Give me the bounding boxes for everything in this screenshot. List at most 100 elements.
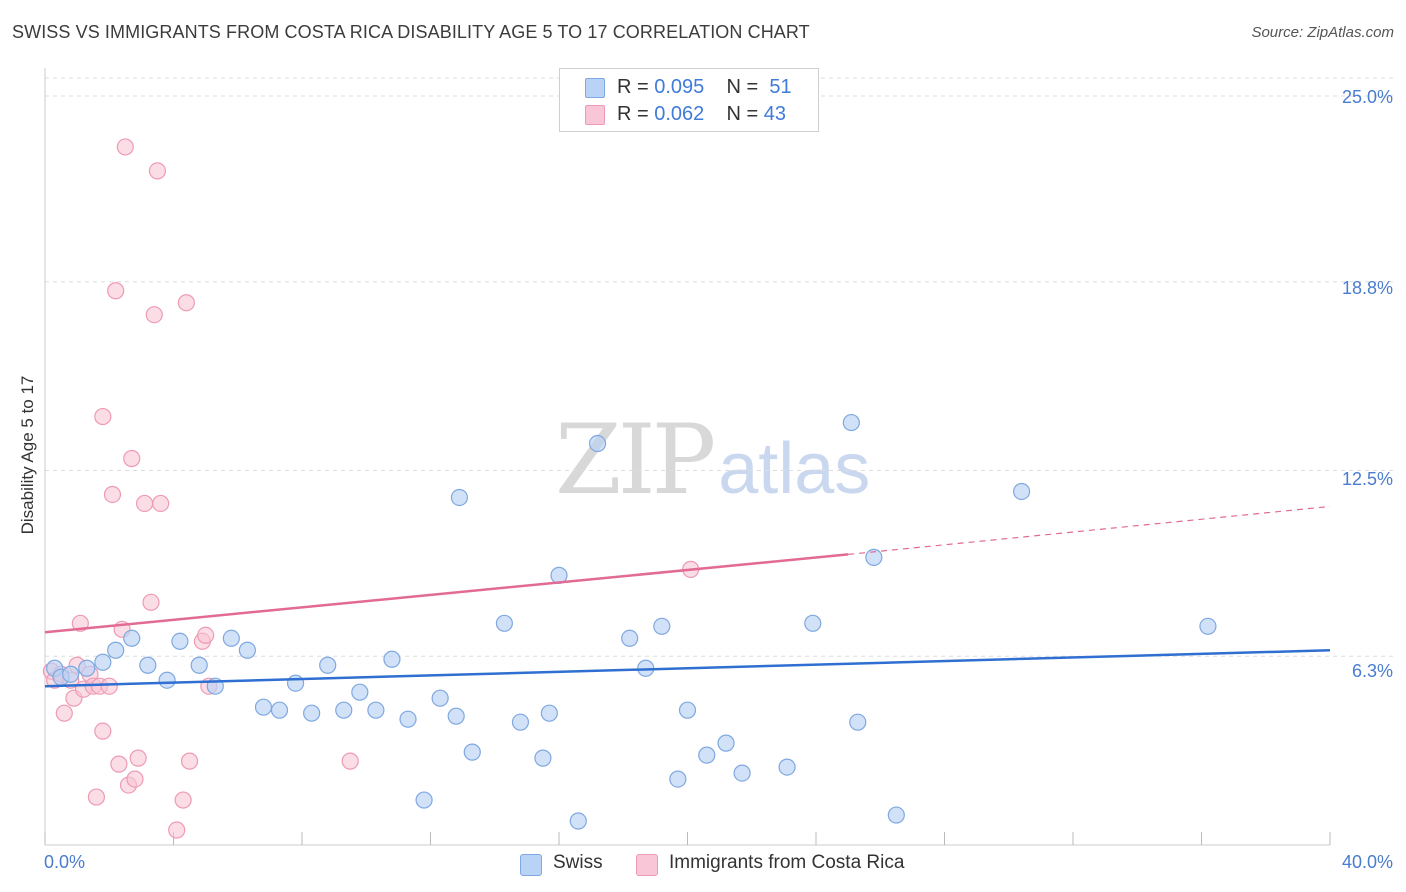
swiss-point: [865, 548, 883, 566]
costa-rica-point: [142, 593, 160, 611]
costa-rica-point: [148, 162, 167, 180]
costa-rica-point: [168, 821, 186, 839]
swiss-point: [62, 665, 80, 683]
costa-rica-point: [177, 294, 195, 312]
y-tick-label: 25.0%: [1341, 87, 1393, 107]
n-label: N =: [726, 76, 759, 98]
swiss-point: [698, 746, 716, 764]
swiss-point: [569, 812, 587, 830]
costa-rica-swatch: [636, 854, 658, 876]
costa-rica-point: [116, 138, 134, 156]
costa-rica-point: [107, 282, 125, 300]
costa-rica-point: [145, 306, 163, 324]
watermark-zip: ZIP: [555, 404, 716, 516]
swiss-point: [286, 674, 305, 692]
swiss-point: [678, 701, 697, 719]
costa-rica-point: [94, 722, 112, 740]
swiss-point: [238, 641, 256, 659]
swiss-point: [190, 656, 208, 674]
swiss-swatch: [520, 854, 542, 876]
swiss-point: [270, 701, 289, 719]
costa-rica-swatch: [585, 105, 605, 125]
zipatlas-watermark: ZIPatlas: [555, 404, 870, 516]
n-value: 43: [763, 103, 787, 125]
swiss-point: [78, 659, 96, 677]
swiss-point: [94, 653, 112, 671]
swiss-point: [717, 734, 735, 752]
legend-label: Swiss: [553, 852, 603, 873]
swiss-point: [351, 683, 369, 701]
x-tick-label: 40.0%: [1341, 852, 1393, 872]
swiss-point: [621, 629, 639, 647]
swiss-point: [463, 743, 481, 761]
costa-rica-point: [94, 407, 112, 426]
swiss-point: [511, 713, 530, 731]
costa-rica-point: [174, 791, 192, 809]
legend-label: Immigrants from Costa Rica: [669, 852, 905, 873]
swiss-trend-line: [44, 649, 1331, 688]
r-value: 0.062: [654, 103, 705, 125]
n-label: N =: [726, 103, 759, 125]
swiss-point: [540, 704, 558, 722]
costa-rica-trend-line: [44, 553, 849, 634]
swiss-point: [254, 698, 273, 716]
swiss-point: [588, 434, 607, 453]
source-label: Source: ZipAtlas.com: [1251, 24, 1394, 41]
costa-rica-point: [341, 752, 359, 770]
costa-rica-point: [55, 704, 73, 722]
costa-rica-point: [123, 449, 141, 468]
swiss-point: [534, 749, 552, 767]
costa-rica-point: [126, 770, 144, 788]
y-tick-label: 18.8%: [1341, 278, 1393, 298]
swiss-point: [107, 641, 125, 659]
r-label: R =: [617, 76, 649, 98]
y-tick-label: 6.3%: [1351, 661, 1393, 681]
swiss-point: [367, 701, 385, 719]
swiss-point: [733, 764, 751, 782]
costa-rica-point: [129, 749, 147, 767]
swiss-point: [653, 617, 671, 635]
costa-rica-point: [100, 677, 118, 695]
swiss-point: [495, 614, 513, 632]
swiss-swatch: [585, 78, 605, 98]
r-value: 0.095: [654, 76, 705, 98]
swiss-point: [1199, 617, 1217, 635]
watermark-atlas: atlas: [718, 429, 871, 509]
swiss-point: [849, 713, 867, 731]
series-legend: Swiss Immigrants from Costa Rica: [0, 852, 1406, 878]
swiss-point: [1012, 482, 1031, 501]
r-label: R =: [617, 103, 649, 125]
swiss-point: [431, 689, 449, 707]
costa-rica-point: [87, 788, 106, 806]
swiss-point: [319, 656, 337, 674]
costa-rica-point: [180, 752, 199, 770]
costa-rica-point: [110, 755, 128, 773]
n-value: 51: [769, 76, 792, 98]
swiss-point: [123, 629, 141, 647]
correlation-legend: R = 0.095 N = 51 R = 0.062 N = 43: [559, 68, 819, 132]
chart-title: SWISS VS IMMIGRANTS FROM COSTA RICA DISA…: [12, 22, 810, 42]
swiss-point: [158, 671, 176, 689]
costa-rica-point: [135, 494, 154, 513]
swiss-point: [447, 707, 465, 725]
swiss-point: [842, 413, 860, 432]
swiss-point: [383, 650, 401, 668]
legend-text: R = 0.062 N = 43: [617, 103, 786, 126]
swiss-point: [303, 704, 321, 722]
swiss-point: [450, 488, 469, 507]
costa-rica-point: [152, 494, 170, 513]
swiss-point: [399, 710, 417, 728]
costa-rica-point: [103, 485, 122, 504]
swiss-point: [171, 632, 189, 650]
swiss-point: [335, 701, 353, 719]
x-tick-label: 0.0%: [44, 852, 86, 872]
y-tick-label: 12.5%: [1341, 469, 1393, 489]
swiss-point: [804, 614, 822, 632]
legend-text: R = 0.095 N = 51: [617, 76, 792, 99]
swiss-point: [669, 770, 687, 788]
swiss-point: [778, 758, 796, 776]
swiss-point: [887, 806, 905, 824]
costa-rica-point: [197, 626, 215, 644]
swiss-point: [139, 656, 157, 674]
